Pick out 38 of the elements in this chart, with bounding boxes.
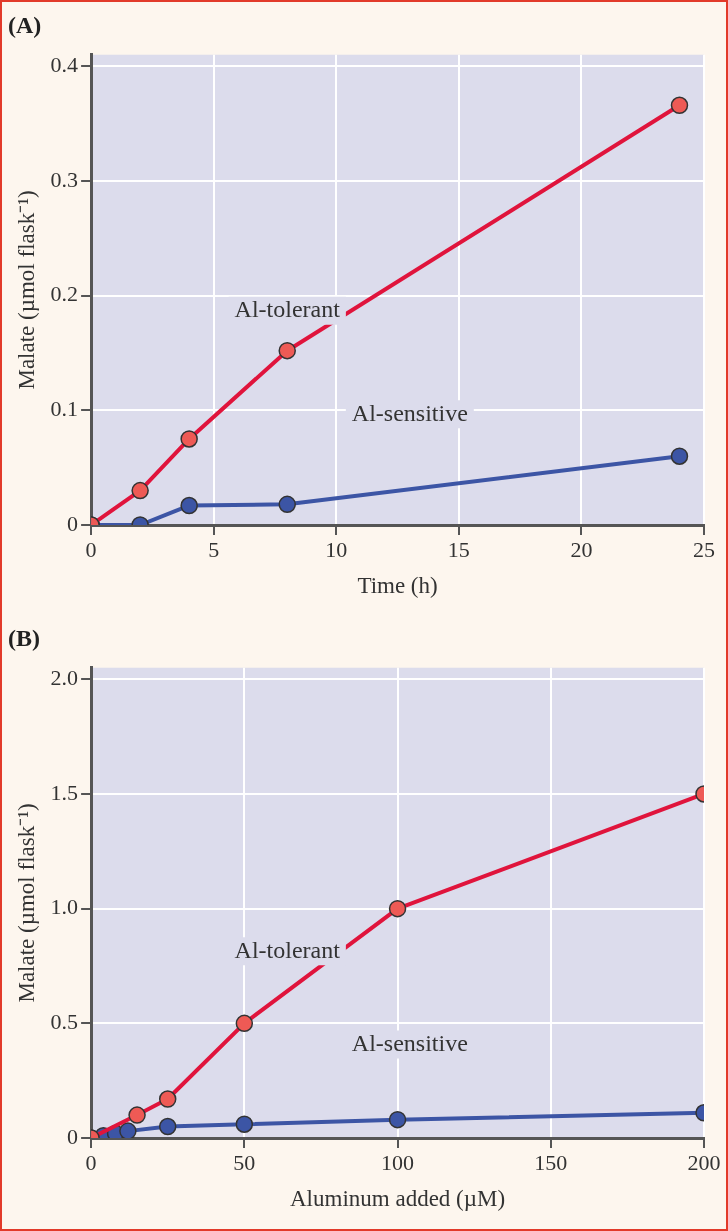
point [119,1122,137,1138]
y-tick-label: 1.0 [50,894,79,920]
x-tick-label: 10 [325,536,348,562]
y-axis-title: Malate (µmol flask⁻¹) [13,190,39,390]
x-tick-label: 200 [687,1149,721,1175]
chart-title: (B) [8,624,40,651]
x-tick-label: 25 [693,536,715,562]
point [235,1115,254,1133]
x-tick-label: 0 [85,536,97,562]
y-tick-label: 0.1 [50,396,79,422]
y-tick-label: 0.2 [50,281,79,307]
text: Al-sensitive [351,1029,468,1056]
y-tick-label: 0.4 [50,52,79,78]
point [278,495,296,514]
x-tick-label: 0 [85,1149,97,1175]
chart-title: (A) [8,11,42,38]
x-tick-label: 15 [447,536,470,562]
x-axis-title: Time (h) [357,573,438,599]
y-axis-title: Malate (µmol flask⁻¹) [13,803,39,1003]
text: Al-sensitive [351,399,468,426]
point [158,1117,177,1136]
x-axis-title: Aluminum added (µM) [290,1186,506,1212]
y-tick-label: 1.5 [50,779,79,805]
y-tick-label: 0.5 [50,1009,79,1035]
series-label: Al-tolerant [234,936,341,963]
x-tick-label: 50 [233,1149,256,1175]
point [670,447,689,465]
x-tick-label: 20 [570,536,593,562]
y-tick-label: 0.3 [50,166,79,192]
x-tick-label: 5 [208,536,220,562]
y-tick-label: 0 [67,1123,79,1149]
series-label: Al-tolerant [234,295,341,322]
point [180,496,198,515]
x-tick-label: 150 [534,1149,568,1175]
x-tick-label: 100 [381,1149,415,1175]
point [388,1110,407,1129]
y-tick-label: 2.0 [50,665,79,691]
y-tick-label: 0 [67,510,79,536]
